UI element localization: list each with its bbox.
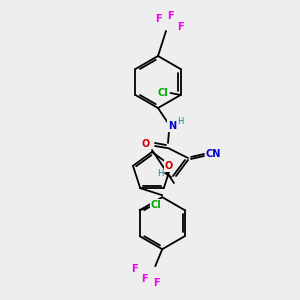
Text: H: H <box>157 169 163 178</box>
Text: N: N <box>168 121 176 131</box>
Text: Cl: Cl <box>150 200 161 210</box>
Text: F: F <box>153 278 160 288</box>
Text: O: O <box>142 139 150 149</box>
Text: O: O <box>165 161 173 171</box>
Text: CN: CN <box>205 149 221 159</box>
Text: H: H <box>177 118 183 127</box>
Text: F: F <box>177 22 183 32</box>
Text: Cl: Cl <box>157 88 168 98</box>
Text: F: F <box>141 274 148 284</box>
Text: F: F <box>167 11 173 21</box>
Text: F: F <box>155 14 161 24</box>
Text: F: F <box>131 264 138 274</box>
